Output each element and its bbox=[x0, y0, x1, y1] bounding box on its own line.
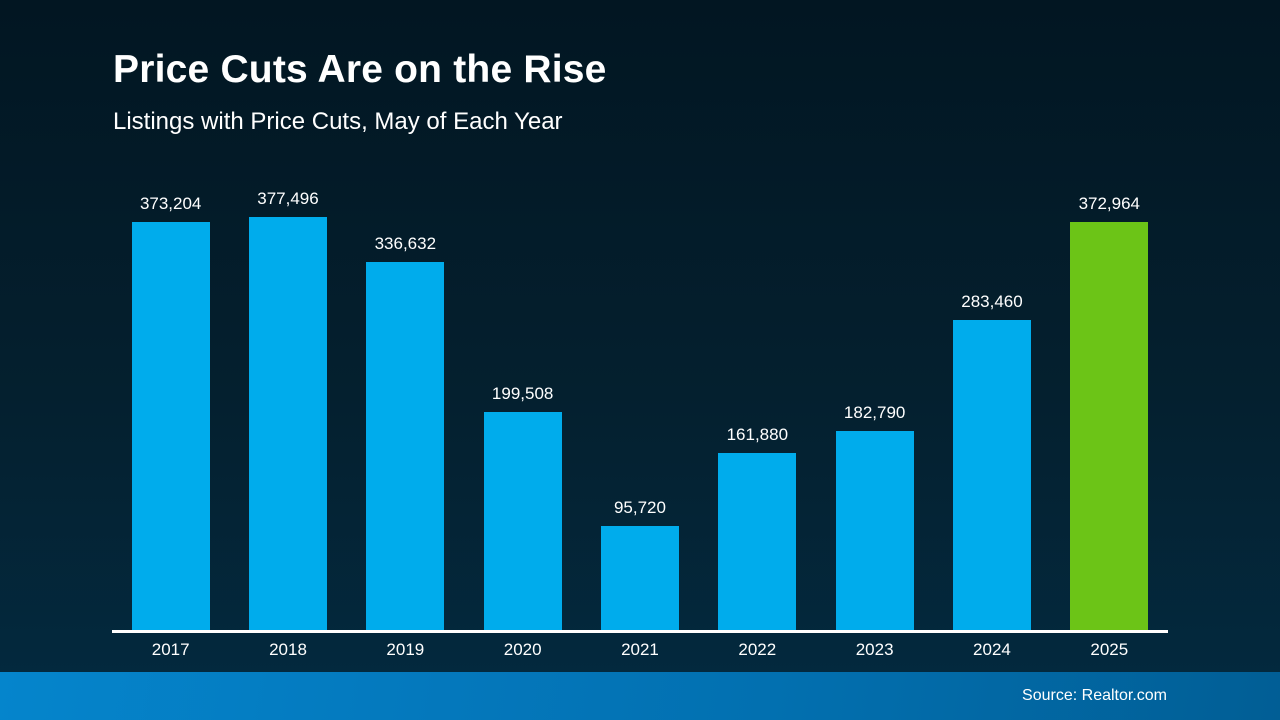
bar-group-2023: 182,790 bbox=[816, 403, 933, 631]
bar-2020 bbox=[483, 412, 562, 631]
bar-group-2022: 161,880 bbox=[699, 425, 816, 631]
bar-2021 bbox=[600, 526, 679, 631]
chart-header: Price Cuts Are on the Rise Listings with… bbox=[113, 48, 607, 136]
x-tick-2017: 2017 bbox=[151, 640, 190, 659]
bar-group-2025: 372,964 bbox=[1051, 194, 1168, 631]
bar-group-2020: 199,508 bbox=[464, 384, 581, 631]
x-axis-ticks: 2017 2018 2019 2020 2021 2022 2023 2024 2025 bbox=[112, 640, 1168, 660]
source-attribution: Source: Realtor.com bbox=[1022, 687, 1167, 704]
bar-chart: 373,204 377,496 336,632 199,508 95,720 161,88… bbox=[112, 185, 1168, 631]
bar-group-2024: 283,460 bbox=[933, 292, 1050, 631]
bar-group-2021: 95,720 bbox=[581, 498, 698, 631]
x-tick-2019: 2019 bbox=[386, 640, 425, 659]
value-label-2020: 199,508 bbox=[491, 384, 554, 403]
x-tick-2023: 2023 bbox=[855, 640, 894, 659]
bar-group-2019: 336,632 bbox=[347, 234, 464, 631]
bar-group-2018: 377,496 bbox=[229, 189, 346, 631]
chart-title: Price Cuts Are on the Rise bbox=[113, 48, 607, 91]
bar-2023 bbox=[835, 431, 914, 631]
bar-2019 bbox=[366, 262, 445, 631]
x-tick-2020: 2020 bbox=[503, 640, 542, 659]
value-label-2019: 336,632 bbox=[374, 234, 437, 253]
x-tick-2024: 2024 bbox=[973, 640, 1011, 659]
x-tick-2021: 2021 bbox=[621, 640, 659, 659]
bar-2025 bbox=[1070, 222, 1149, 631]
value-label-2018: 377,496 bbox=[257, 189, 319, 208]
footer-bar: Source: Realtor.com bbox=[0, 672, 1280, 720]
value-label-2025: 372,964 bbox=[1078, 194, 1141, 213]
chart-subtitle: Listings with Price Cuts, May of Each Ye… bbox=[113, 108, 563, 135]
x-tick-2018: 2018 bbox=[269, 640, 307, 659]
bar-2024 bbox=[952, 320, 1031, 631]
value-label-2021: 95,720 bbox=[613, 498, 666, 517]
bar-group-2017: 373,204 bbox=[112, 194, 229, 631]
value-label-2022: 161,880 bbox=[726, 425, 789, 444]
bar-2018 bbox=[248, 217, 327, 631]
bar-2022 bbox=[718, 453, 797, 631]
value-label-2017: 373,204 bbox=[139, 194, 202, 213]
value-label-2023: 182,790 bbox=[843, 403, 906, 422]
bar-2017 bbox=[131, 222, 210, 631]
x-tick-2022: 2022 bbox=[738, 640, 777, 659]
x-axis-line bbox=[112, 630, 1168, 633]
value-label-2024: 283,460 bbox=[961, 292, 1023, 311]
x-tick-2025: 2025 bbox=[1090, 640, 1129, 659]
